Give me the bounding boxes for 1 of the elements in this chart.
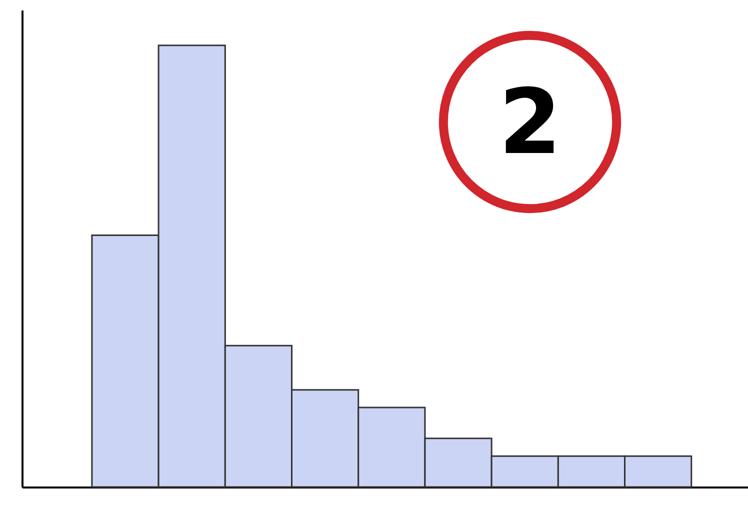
annotation: 2	[498, 70, 562, 175]
